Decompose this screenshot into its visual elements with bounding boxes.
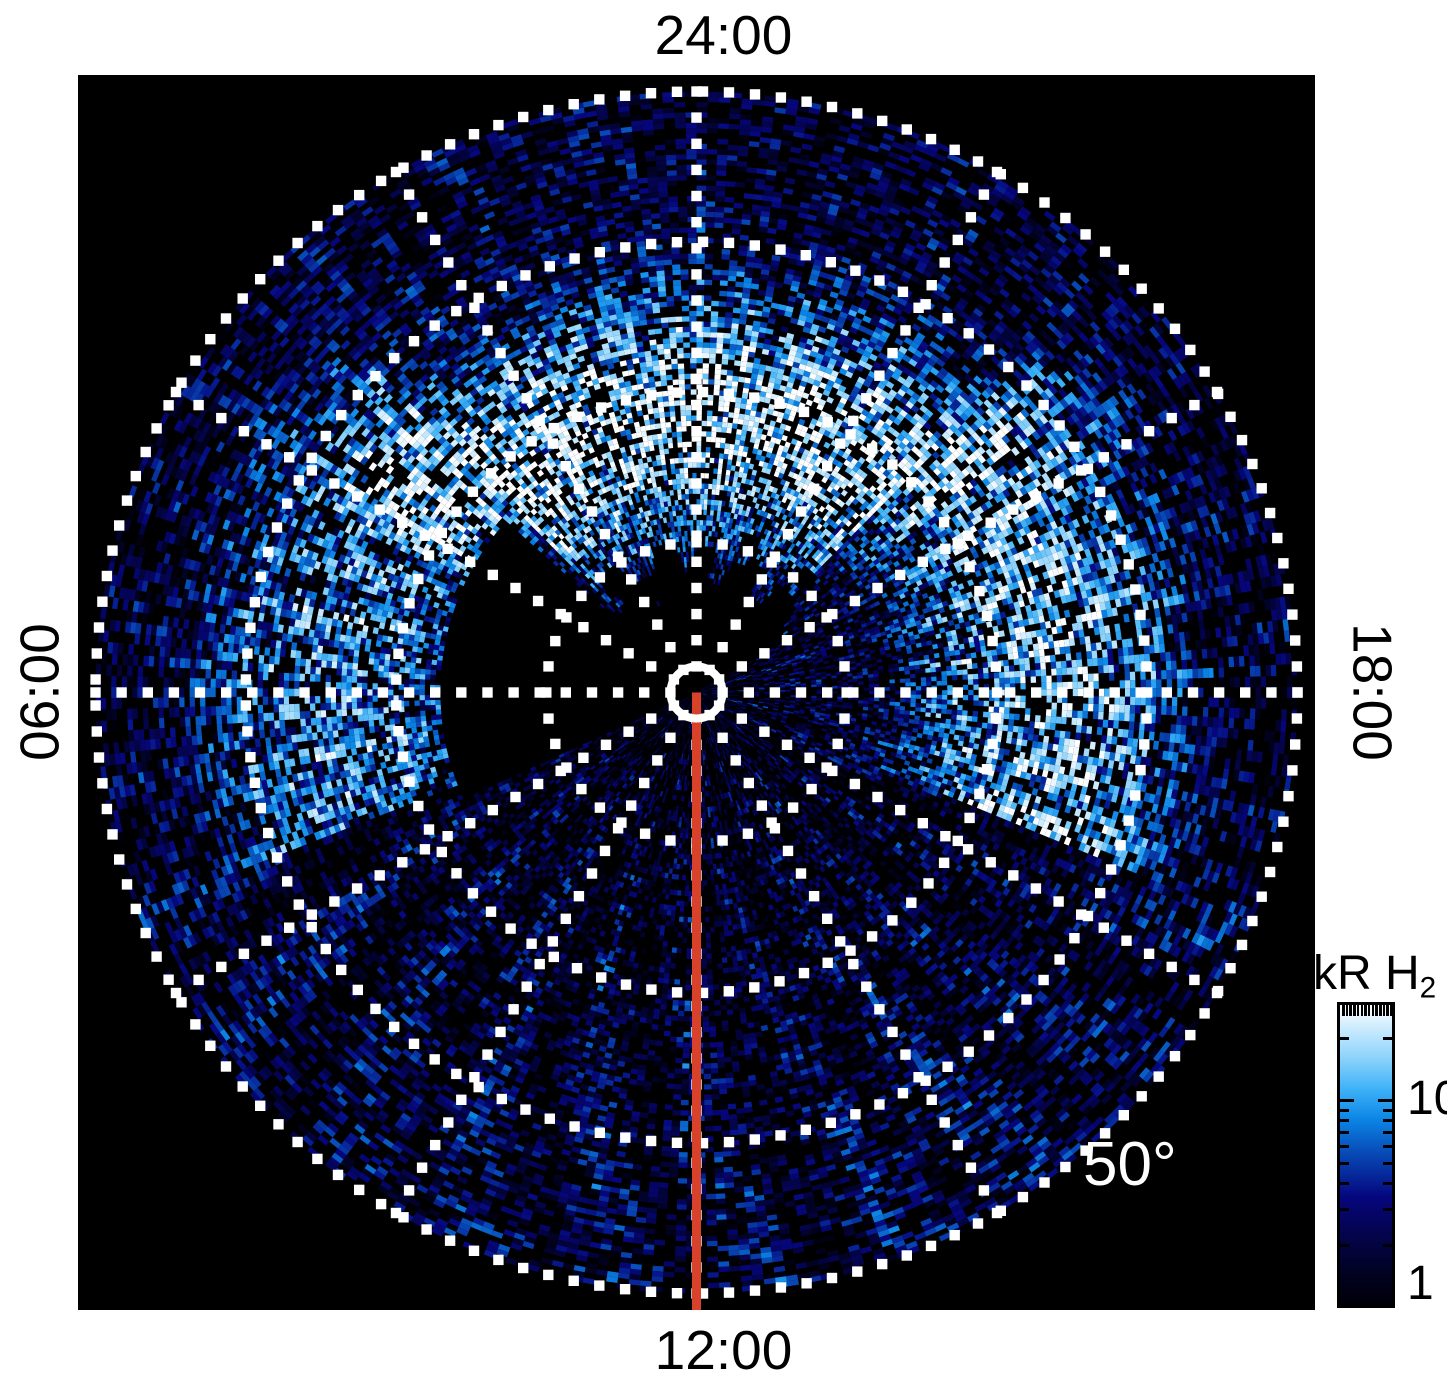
colorbar-tick bbox=[1383, 1181, 1392, 1185]
colorbar-tick bbox=[1340, 1099, 1354, 1103]
colorbar-tick bbox=[1342, 1005, 1345, 1016]
colorbar-tick-label-10: 10 bbox=[1407, 1072, 1447, 1125]
colorbar-tick bbox=[1340, 1108, 1349, 1112]
colorbar-tick bbox=[1383, 1119, 1392, 1123]
polar-grid bbox=[90, 86, 1303, 1299]
colorbar-unit-text: kR H bbox=[1313, 947, 1420, 1000]
colorbar-tick bbox=[1340, 1145, 1349, 1149]
colorbar-tick bbox=[1340, 1119, 1349, 1123]
auroral-emission-heatmap bbox=[95, 91, 1298, 1294]
colorbar-tick bbox=[1340, 1181, 1349, 1185]
colorbar-tick bbox=[1382, 1005, 1386, 1016]
colorbar-tick bbox=[1383, 1108, 1392, 1112]
colorbar-tick bbox=[1383, 1161, 1392, 1165]
colorbar-unit-subscript: 2 bbox=[1419, 971, 1437, 1005]
colorbar-tick bbox=[1367, 1005, 1371, 1016]
pole-marker-circle bbox=[666, 662, 727, 723]
colorbar-tick bbox=[1340, 1207, 1349, 1211]
colorbar-tick bbox=[1340, 1161, 1349, 1165]
mlt-label-left: 06:00 bbox=[8, 623, 71, 761]
colorbar-tick bbox=[1383, 1244, 1392, 1248]
colorbar-tick bbox=[1364, 1005, 1367, 1016]
colorbar-unit-label: kR H2 bbox=[1313, 950, 1436, 1003]
polar-plot-canvas: 50° bbox=[78, 75, 1315, 1310]
colorbar-tick bbox=[1386, 1005, 1389, 1016]
colorbar-tick bbox=[1383, 1037, 1392, 1040]
colorbar-tick bbox=[1353, 1005, 1356, 1016]
colorbar-tick bbox=[1379, 1005, 1382, 1016]
colorbar-tick bbox=[1345, 1005, 1349, 1016]
mlt-label-bottom: 12:00 bbox=[654, 1319, 793, 1381]
colorbar-tick bbox=[1356, 1005, 1360, 1016]
colorbar-gradient bbox=[1337, 1002, 1395, 1308]
colorbar-tick bbox=[1383, 1131, 1392, 1135]
colorbar-tick bbox=[1349, 1005, 1352, 1016]
colorbar-tick bbox=[1340, 1037, 1349, 1040]
mlt-label-top: 24:00 bbox=[654, 4, 793, 66]
mlt-label-right: 18:00 bbox=[1341, 623, 1404, 761]
colorbar-tick bbox=[1371, 1005, 1375, 1016]
colorbar-tick bbox=[1390, 1005, 1393, 1016]
colorbar-tick-label-1: 1 bbox=[1407, 1257, 1434, 1310]
colorbar: 10 1 bbox=[1337, 1002, 1447, 1308]
colorbar-tick bbox=[1378, 1099, 1392, 1103]
colorbar-tick bbox=[1375, 1005, 1378, 1016]
colorbar-tick bbox=[1340, 1131, 1349, 1135]
polar-plot-panel: 50° bbox=[78, 75, 1315, 1310]
latitude-ring-label: 50° bbox=[1083, 1130, 1177, 1199]
colorbar-tick bbox=[1360, 1005, 1364, 1016]
colorbar-tick bbox=[1383, 1207, 1392, 1211]
colorbar-tick bbox=[1383, 1145, 1392, 1149]
colorbar-tick bbox=[1340, 1244, 1349, 1248]
